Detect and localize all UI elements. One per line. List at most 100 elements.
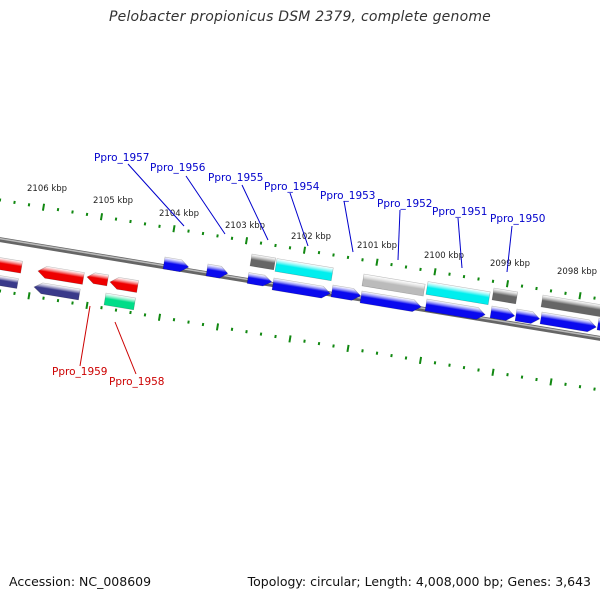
inner-minor-tick [578,385,582,389]
forward-leader-line [127,163,185,227]
outer-major-tick [302,246,307,254]
inner-tick-ring [0,289,596,391]
inner-minor-tick [259,332,263,336]
outer-major-tick [505,280,510,288]
outer-major-tick [375,258,379,266]
inner-minor-tick [375,351,379,355]
inner-minor-tick [535,377,538,382]
forward-gene-label: Ppro_1953 [320,190,375,202]
gene-arrow-blue [489,305,516,321]
reverse-leader-line [79,305,91,367]
inner-minor-tick [317,341,321,346]
reverse-gene-label: Ppro_1958 [109,376,164,388]
outer-minor-tick [462,274,466,279]
gene-arrow-green [103,292,136,311]
forward-leader-line [397,209,401,261]
reverse-gene-label: Ppro_1959 [52,366,107,378]
outer-minor-tick [71,210,74,214]
outer-minor-tick [158,224,161,228]
forward-leader-line [185,175,226,235]
forward-leader-line [343,200,354,253]
outer-minor-tick [535,286,538,291]
outer-major-tick [244,237,249,245]
outer-minor-tick [346,255,350,260]
inner-minor-tick [274,334,277,339]
inner-major-tick [288,335,292,343]
inner-minor-tick [187,320,190,324]
outer-minor-tick [491,279,495,283]
kbp-label: 2106 kbp [27,184,67,194]
outer-minor-tick [129,219,132,224]
forward-leader-line [457,217,463,269]
inner-minor-tick [56,298,60,303]
kbp-label: 2105 kbp [93,196,133,206]
inner-minor-tick [404,356,408,360]
outer-minor-tick [56,207,60,212]
outer-minor-tick [520,284,524,288]
inner-minor-tick [245,330,248,334]
outer-minor-tick [114,217,118,221]
inner-minor-tick [564,382,567,386]
gene-arrow-blue [514,308,541,324]
inner-minor-tick [390,353,393,358]
label-leader-lines [79,163,513,375]
outer-minor-tick [448,272,451,276]
outer-minor-tick [332,253,335,257]
inner-minor-tick [520,375,524,379]
outer-minor-tick [564,291,567,295]
outer-major-tick [172,225,176,233]
gene-arrow-red [37,266,85,285]
outer-minor-tick [27,203,31,207]
outer-tick-ring [0,198,596,300]
outer-minor-tick [477,277,480,281]
outer-minor-tick [187,229,190,233]
outer-minor-tick [317,250,321,255]
gene-arrow-blue [162,256,190,273]
gene-features [0,253,600,333]
inner-minor-tick [462,365,466,370]
forward-leader-line [289,192,309,247]
gene-labels: Ppro_1957Ppro_1956Ppro_1955Ppro_1954Ppro… [52,152,545,388]
inner-minor-tick [361,349,364,353]
reverse-leader-line [114,321,137,375]
inner-minor-tick [172,318,176,322]
kbp-label: 2100 kbp [424,251,464,261]
gene-arrow-blue [246,272,273,287]
outer-minor-tick [13,200,16,205]
outer-minor-tick [259,241,263,245]
gene-arrow-blue [271,277,331,299]
kbp-labels: 2106 kbp 2105 kbp 2104 kbp 2103 kbp 2102 kbp… [27,184,597,277]
kbp-label: 2099 kbp [490,259,530,269]
outer-minor-tick [549,289,553,293]
gene-arrow-blue [424,298,486,320]
gene-arrow-navy [0,275,19,289]
inner-minor-tick [303,339,306,343]
outer-minor-tick [0,198,2,202]
outer-major-tick [41,203,46,211]
inner-minor-tick [230,327,234,331]
genome-stats-text: Topology: circular; Length: 4,008,000 bp… [247,574,591,589]
outer-minor-tick [593,296,596,300]
inner-minor-tick [42,296,45,300]
inner-minor-tick [593,387,596,391]
inner-minor-tick [129,310,132,315]
inner-major-tick [346,344,350,353]
forward-gene-label: Ppro_1957 [94,152,149,164]
gene-arrow-blue [596,317,600,332]
inner-minor-tick [332,344,335,348]
kbp-label: 2098 kbp [557,267,597,277]
gene-arrow-gray [491,287,519,305]
inner-minor-tick [114,308,118,312]
forward-gene-label: Ppro_1955 [208,172,263,184]
forward-gene-label: Ppro_1956 [150,162,206,174]
outer-major-tick [578,292,582,300]
gene-arrow-blue [359,290,422,312]
forward-gene-label: Ppro_1951 [432,206,487,218]
inner-minor-tick [477,368,480,372]
inner-minor-tick [100,306,103,310]
outer-minor-tick [216,234,219,238]
outer-minor-tick [143,222,147,226]
inner-major-tick [418,356,423,365]
gene-arrow-gray [540,294,600,318]
